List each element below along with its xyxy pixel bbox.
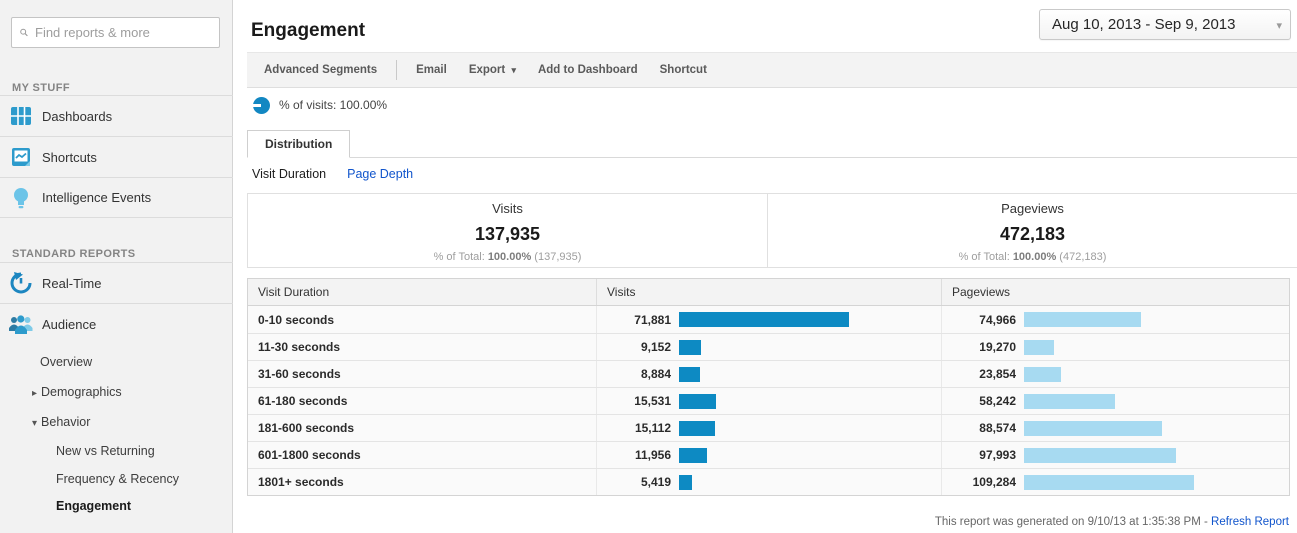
shortcuts-icon [9,145,33,169]
sidebar-item-label: Dashboards [42,108,113,124]
refresh-report-link[interactable]: Refresh Report [1211,516,1289,528]
visits-label: Visits [492,201,523,216]
visits-scorecard: Visits 137,935 % of Total: 100.00% (137,… [248,194,768,267]
sidebar-item-new-vs-returning[interactable]: New vs Returning [56,444,155,458]
table-row: 61-180 seconds 15,531 58,242 [248,387,1289,414]
segment-label: % of visits: 100.00% [279,98,388,112]
pageviews-bar [1024,393,1115,409]
distribution-table: Visit Duration Visits Pageviews 0-10 sec… [247,278,1290,496]
sidebar-item-label: Audience [42,316,97,332]
chevron-down-icon: ▾ [511,65,516,75]
pageviews-label: Pageviews [1001,201,1064,216]
main-content: Engagement Aug 10, 2013 - Sep 9, 2013 ▾ … [247,0,1297,533]
sidebar-item-frequency-recency[interactable]: Frequency & Recency [56,472,179,486]
chevron-down-icon: ▾ [1276,20,1282,32]
pageviews-bar [1024,312,1141,327]
section-standard-reports: STANDARD REPORTS [12,248,136,260]
sidebar-item-audience[interactable]: Audience [0,303,233,344]
pageviews-bar [1024,420,1162,436]
pageviews-scorecard: Pageviews 472,183 % of Total: 100.00% (4… [768,194,1297,267]
all-visits-pie-icon [253,96,270,114]
page-depth-link[interactable]: Page Depth [347,167,414,181]
col-header-pageviews[interactable]: Pageviews [941,279,1289,305]
chevron-right-icon: ▸ [32,388,38,399]
visits-total: 137,935 [474,224,541,244]
pageviews-total: 472,183 [999,224,1066,244]
section-my-stuff: MY STUFF [12,82,70,94]
sidebar-item-intelligence-events[interactable]: Intelligence Events [0,177,233,218]
audience-icon [9,312,33,336]
metric-subnav: Visit Duration Page Depth [252,167,413,181]
sidebar-item-engagement[interactable]: Engagement [56,499,132,513]
visits-pct-of-total: % of Total: 100.00% (137,935) [433,251,582,263]
sidebar-item-label: Shortcuts [42,149,97,165]
tab-bar: Distribution [247,130,1297,158]
sidebar-item-behavior[interactable]: ▾ Behavior [32,415,91,429]
dashboards-icon [9,104,33,128]
visit-duration-toggle[interactable]: Visit Duration [252,167,327,181]
add-to-dashboard-button[interactable]: Add to Dashboard [537,64,638,76]
sidebar-item-label: Intelligence Events [42,190,152,205]
summary-scorecards: Visits 137,935 % of Total: 100.00% (137,… [247,193,1297,268]
report-toolbar: Advanced Segments Email Export ▾ Add to … [247,52,1297,88]
pageviews-pct-of-total: % of Total: 100.00% (472,183) [958,251,1107,263]
email-button[interactable]: Email [416,64,447,76]
shortcut-button[interactable]: Shortcut [659,64,707,76]
report-search [11,17,220,48]
table-row: 1801+ seconds 5,419 109,284 [248,468,1289,495]
visits-bar [679,312,849,327]
advanced-segments-button[interactable]: Advanced Segments [264,64,378,76]
tab-distribution[interactable]: Distribution [247,130,351,158]
pageviews-bar [1024,339,1054,355]
report-footer: This report was generated on 9/10/13 at … [935,516,1289,528]
pageviews-bar [1024,474,1194,490]
export-button[interactable]: Export ▾ [468,64,516,76]
visits-bar [679,420,715,436]
sidebar-item-shortcuts[interactable]: Shortcuts [0,136,233,177]
sidebar-item-demographics[interactable]: ▸ Demographics [32,385,122,399]
visits-bar [679,339,701,355]
chevron-down-icon: ▾ [32,418,38,429]
visits-bar [679,474,692,490]
pageviews-bar [1024,447,1176,463]
table-row: 11-30 seconds 9,152 19,270 [248,333,1289,360]
sidebar-item-dashboards[interactable]: Dashboards [0,95,233,136]
search-icon [20,28,28,37]
lightbulb-icon [9,186,33,210]
sidebar: MY STUFF Dashboards [0,0,233,533]
generated-timestamp: This report was generated on 9/10/13 at … [934,516,1212,528]
visits-bar [679,366,700,382]
table-row: 0-10 seconds 71,881 74,966 [248,306,1289,333]
realtime-icon [9,271,33,295]
sidebar-item-label: Real-Time [42,275,102,291]
col-header-visits[interactable]: Visits [596,279,941,305]
table-row: 181-600 seconds 15,112 88,574 [248,414,1289,441]
visits-bar [679,393,716,409]
table-header-row: Visit Duration Visits Pageviews [248,279,1289,306]
toolbar-divider [396,60,398,80]
pageviews-bar [1024,366,1061,382]
table-row: 601-1800 seconds 11,956 97,993 [248,441,1289,468]
date-range-label: Aug 10, 2013 - Sep 9, 2013 [1052,16,1236,33]
sidebar-item-overview[interactable]: Overview [40,355,93,369]
visits-bar [679,447,707,463]
sidebar-item-real-time[interactable]: Real-Time [0,262,233,303]
page-title: Engagement [251,20,366,41]
search-input[interactable] [35,25,211,40]
segment-row: % of visits: 100.00% [253,94,387,116]
table-row: 31-60 seconds 8,884 23,854 [248,360,1289,387]
col-header-visit-duration[interactable]: Visit Duration [258,285,330,299]
date-range-selector[interactable]: Aug 10, 2013 - Sep 9, 2013 ▾ [1039,9,1291,40]
